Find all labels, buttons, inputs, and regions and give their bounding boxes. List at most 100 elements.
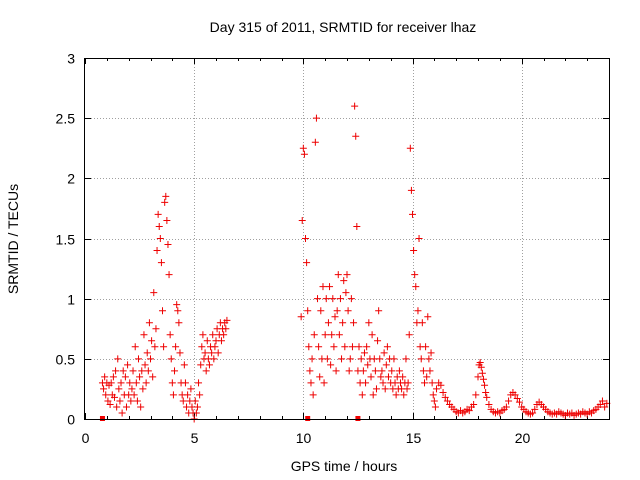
data-point [312,114,320,122]
data-point [142,379,150,387]
y-tick-label: 2.5 [56,111,76,127]
data-point [160,343,168,351]
data-point [167,355,175,363]
data-point [299,144,307,152]
data-point [351,102,359,110]
data-point [331,313,339,321]
data-point [117,379,125,387]
data-point [502,403,510,411]
data-point [355,343,363,351]
data-point [329,295,337,303]
data-point [202,367,210,375]
data-point [377,373,385,381]
square-marker [355,416,361,421]
data-point [353,222,361,230]
data-point [175,319,183,327]
data-point [222,325,230,333]
data-point [211,343,219,351]
data-point [161,198,169,206]
data-point [116,397,124,405]
data-point [210,355,218,363]
data-point [168,379,176,387]
data-point [106,401,114,409]
data-point [132,379,140,387]
data-point [191,397,199,405]
data-point [425,355,433,363]
data-point [481,381,489,389]
data-point [376,355,384,363]
axis-ticks: 0 0.5 1 1.5 2 2.5 3 0 5 10 15 20 [56,51,609,446]
data-point [328,331,336,339]
data-point [431,403,439,411]
data-point [119,367,127,375]
data-point [134,355,142,363]
data-point [102,391,110,399]
data-point [110,393,118,401]
data-point [327,361,335,369]
data-point [429,391,437,399]
data-point [339,319,347,327]
data-point [180,361,188,369]
data-point [100,385,108,393]
data-point [126,379,134,387]
data-point [192,409,200,417]
data-point [307,379,315,387]
y-tick-label: 1.5 [56,232,76,248]
data-point [417,355,425,363]
data-point [352,132,360,140]
x-tick-label: 10 [296,430,312,446]
data-point [308,355,316,363]
data-point [330,343,338,351]
data-point [305,343,313,351]
data-point [472,391,480,399]
data-point [404,379,412,387]
data-point [421,379,429,387]
data-point [380,349,388,357]
data-point [428,379,436,387]
data-point [145,319,153,327]
square-marker [305,416,311,421]
data-point [220,331,228,339]
data-point [297,313,305,321]
data-point [181,379,189,387]
data-point [196,391,204,399]
y-axis-label: SRMTID / TECUs [5,184,21,294]
data-point [193,403,201,411]
y-tick-label: 0.5 [56,352,76,368]
data-point [205,361,213,369]
data-point [476,358,484,366]
x-tick-label: 0 [82,430,90,446]
data-point [199,331,207,339]
y-tick-label: 2 [67,171,75,187]
data-point [320,379,328,387]
data-point [144,367,152,375]
data-point [392,391,400,399]
data-point [411,271,419,279]
data-point [341,343,349,351]
plot-frame [84,58,610,420]
data-point [208,349,216,357]
data-point [317,307,325,315]
data-point [409,210,416,218]
data-point [203,337,211,345]
data-point [152,325,160,333]
data-point [406,144,414,152]
data-point [470,401,478,409]
data-point [479,375,487,383]
data-point [217,337,225,345]
data-point [151,343,159,351]
x-tick-label: 15 [406,430,422,446]
data-point [223,316,231,324]
data-point [141,361,149,369]
data-point [130,391,138,399]
data-point [172,343,180,351]
data-point [402,355,410,363]
data-point [335,331,343,339]
data-point [441,393,449,401]
data-point [423,373,431,381]
data-point [360,349,368,357]
data-point [371,367,379,375]
data-point [136,373,144,381]
data-point [109,373,117,381]
data-point [187,385,195,393]
